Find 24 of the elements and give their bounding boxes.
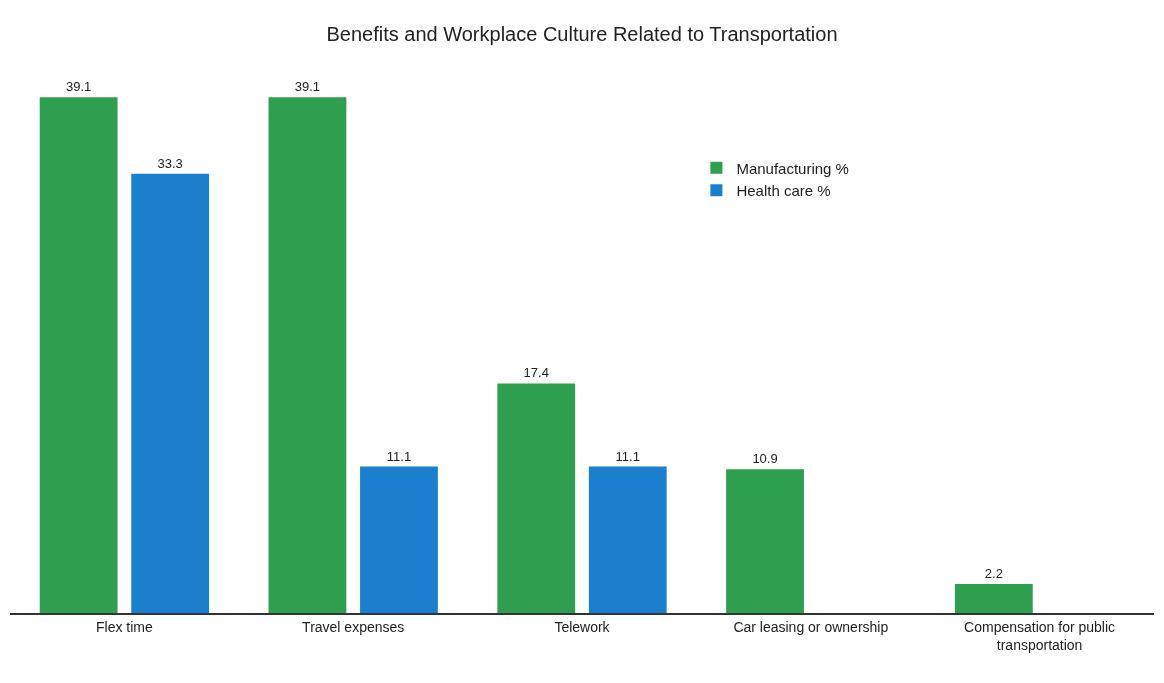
bar: [497, 383, 576, 613]
data-label: 11.1: [615, 448, 640, 464]
data-label: 2.2: [984, 565, 1003, 581]
bar: [268, 97, 347, 613]
x-tick-label: Travel expenses: [302, 618, 405, 635]
x-tick-label: Flex time: [96, 618, 153, 635]
data-label: 17.4: [523, 365, 549, 381]
bar: [726, 469, 804, 613]
data-label: 39.1: [294, 79, 321, 95]
bar: [360, 466, 438, 613]
x-tick-label: Compensation for public transportation: [964, 618, 1116, 653]
bar: [588, 466, 667, 613]
data-label: 39.1: [65, 79, 92, 95]
bar: [131, 173, 210, 613]
chart-title: Benefits and Workplace Culture Related to Transportation: [326, 23, 838, 46]
data-label: 11.1: [386, 448, 412, 464]
bar: [39, 97, 118, 613]
legend-label: Manufacturing %: [736, 159, 849, 177]
legend-label: Health care %: [736, 182, 831, 200]
data-label: 33.3: [157, 155, 183, 171]
x-tick-label: Car leasing or ownership: [733, 618, 889, 635]
data-label: 10.9: [752, 451, 778, 467]
x-tick-label: Telework: [554, 618, 611, 635]
bar: [954, 583, 1033, 613]
